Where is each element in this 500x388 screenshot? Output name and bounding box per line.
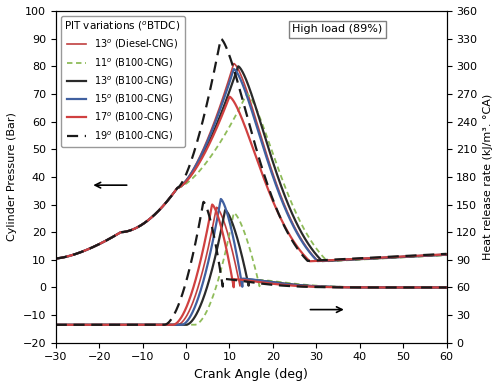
Text: High load (89%): High load (89%) (292, 24, 382, 34)
Y-axis label: Heat release rate (kJ/m³. °CA): Heat release rate (kJ/m³. °CA) (483, 94, 493, 260)
X-axis label: Crank Angle (deg): Crank Angle (deg) (194, 368, 308, 381)
Y-axis label: Cylinder Pressure (Bar): Cylinder Pressure (Bar) (7, 113, 17, 241)
Legend: 13$^o$ (Diesel-CNG), 11$^o$ (B100-CNG), 13$^o$ (B100-CNG), 15$^o$ (B100-CNG), 17: 13$^o$ (Diesel-CNG), 11$^o$ (B100-CNG), … (60, 16, 184, 147)
